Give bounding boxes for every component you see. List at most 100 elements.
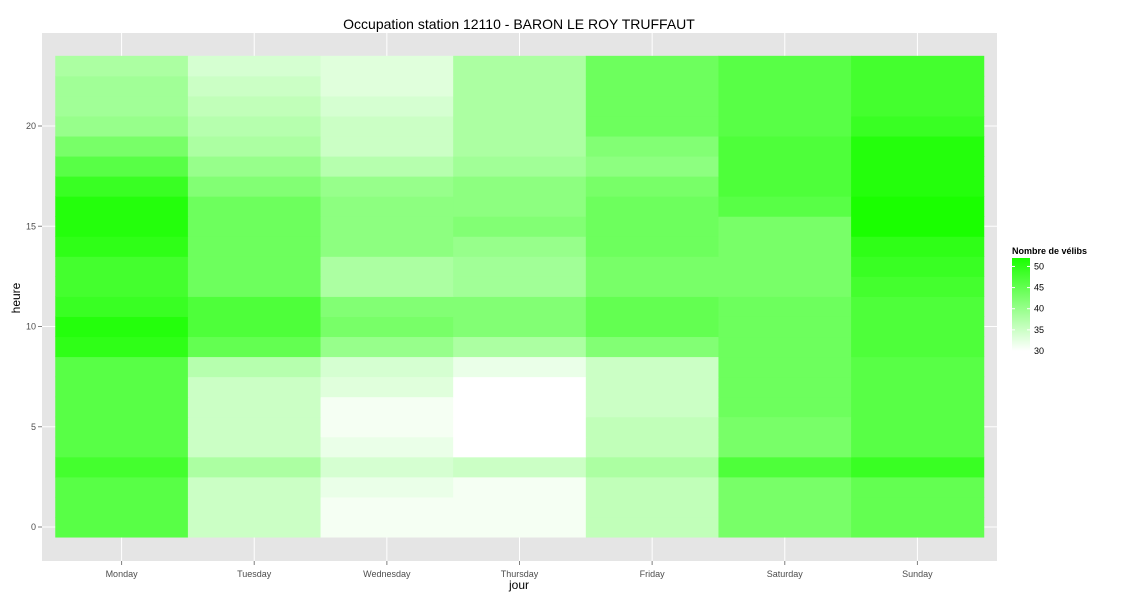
- heatmap-cell: [187, 236, 322, 257]
- heatmap-cell: [320, 216, 454, 237]
- y-axis-title: heure: [9, 282, 23, 313]
- heatmap-cell: [320, 376, 454, 398]
- heatmap-cell: [585, 156, 719, 177]
- heatmap-cell: [851, 196, 985, 217]
- heatmap-cell: [585, 436, 719, 458]
- heatmap-cell: [453, 176, 587, 197]
- heatmap-cell: [851, 456, 985, 478]
- heatmap-cell: [585, 416, 719, 438]
- heatmap-cell: [55, 95, 189, 117]
- heatmap-cell: [320, 75, 454, 97]
- x-tick-label: Wednesday: [363, 569, 411, 579]
- heatmap-cell: [585, 55, 719, 77]
- heatmap-cell: [851, 75, 985, 97]
- heatmap-cell: [55, 496, 189, 518]
- heatmap-cell: [718, 75, 852, 97]
- heatmap-cell: [453, 476, 587, 498]
- heatmap-cell: [55, 316, 189, 338]
- heatmap-cell: [453, 75, 587, 97]
- heatmap-cell: [453, 436, 587, 458]
- heatmap-cell: [320, 396, 454, 418]
- heatmap-cell: [585, 276, 719, 297]
- heatmap-cell: [320, 316, 454, 338]
- heatmap-cell: [851, 376, 985, 398]
- heatmap-cell: [851, 476, 985, 498]
- heatmap-cell: [718, 115, 852, 137]
- heatmap-cell: [453, 55, 587, 77]
- heatmap-cell: [453, 196, 587, 217]
- heatmap-cell: [320, 476, 454, 498]
- heatmap-cell: [187, 136, 322, 157]
- heatmap-cell: [718, 436, 852, 458]
- heatmap-cell: [585, 75, 719, 97]
- heatmap-cell: [851, 216, 985, 237]
- heatmap-cell: [718, 256, 852, 277]
- heatmap-cell: [585, 476, 719, 498]
- heatmap-cell: [718, 336, 852, 358]
- heatmap-cell: [187, 196, 322, 217]
- heatmap-cell: [187, 156, 322, 177]
- heatmap-cell: [55, 256, 189, 277]
- heatmap-cell: [320, 115, 454, 137]
- heatmap-cell: [187, 276, 322, 297]
- heatmap-cell: [718, 476, 852, 498]
- heatmap-cell: [55, 336, 189, 358]
- heatmap-cell: [187, 176, 322, 197]
- heatmap-cell: [320, 55, 454, 77]
- heatmap-cell: [453, 376, 587, 398]
- heatmap-cell: [585, 336, 719, 358]
- heatmap-cell: [55, 356, 189, 378]
- heatmap-cell: [851, 336, 985, 358]
- heatmap-cell: [585, 176, 719, 197]
- x-axis-title: jour: [508, 578, 529, 592]
- heatmap-cell: [320, 156, 454, 177]
- heatmap-cell: [187, 296, 322, 317]
- heatmap-cell: [718, 316, 852, 338]
- heatmap-cell: [585, 316, 719, 338]
- heatmap-cell: [320, 95, 454, 117]
- heatmap-cell: [851, 356, 985, 378]
- heatmap-cell: [55, 75, 189, 97]
- legend-label: 50: [1034, 261, 1044, 271]
- heatmap-cell: [585, 396, 719, 418]
- heatmap-cell: [851, 156, 985, 177]
- heatmap-cell: [187, 316, 322, 338]
- legend-label: 30: [1034, 346, 1044, 356]
- heatmap-cell: [55, 456, 189, 478]
- heatmap-cell: [320, 176, 454, 197]
- heatmap-cell: [55, 216, 189, 237]
- heatmap-cell: [453, 416, 587, 438]
- heatmap-cell: [585, 456, 719, 478]
- x-tick-label: Saturday: [767, 569, 804, 579]
- heatmap-cell: [55, 115, 189, 137]
- heatmap-cell: [585, 356, 719, 378]
- legend-label: 45: [1034, 283, 1044, 293]
- heatmap-cell: [718, 356, 852, 378]
- heatmap-cell: [718, 156, 852, 177]
- heatmap-cell: [320, 196, 454, 217]
- heatmap-cell: [320, 256, 454, 277]
- y-axis-ticks: 0 5 10 15 20: [26, 121, 42, 532]
- heatmap-cell: [851, 396, 985, 418]
- y-tick-label: 15: [26, 221, 36, 231]
- x-tick-label: Sunday: [902, 569, 933, 579]
- heatmap-cell: [55, 376, 189, 398]
- heatmap-cell: [851, 436, 985, 458]
- heatmap-cell: [851, 95, 985, 117]
- x-tick-label: Friday: [640, 569, 666, 579]
- heatmap-cell: [187, 336, 322, 358]
- x-tick-label: Thursday: [501, 569, 539, 579]
- legend-colorbar: [1012, 258, 1030, 351]
- heatmap-cell: [718, 176, 852, 197]
- heatmap-cell: [718, 456, 852, 478]
- heatmap-cell: [320, 296, 454, 317]
- legend-label: 35: [1034, 325, 1044, 335]
- heatmap-cell: [851, 296, 985, 317]
- heatmap-cell: [718, 95, 852, 117]
- heatmap-cell: [320, 136, 454, 157]
- heatmap-cell: [851, 496, 985, 518]
- heatmap-cell: [851, 276, 985, 297]
- heatmap-cell: [585, 516, 719, 538]
- x-axis-ticks: Monday Tuesday Wednesday Thursday Friday Satu…: [106, 561, 933, 579]
